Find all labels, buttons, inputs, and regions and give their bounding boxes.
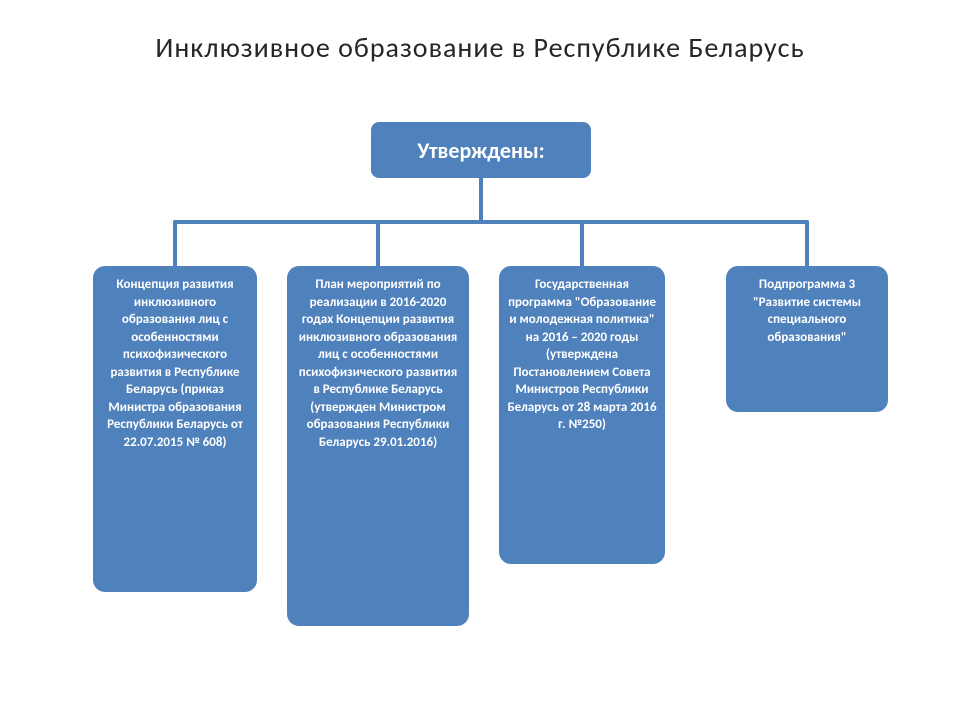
tree-child-label: Государственная программа "Образование и… (507, 276, 657, 434)
tree-child-node: Подпрограмма 3 "Развитие системы специал… (726, 266, 888, 412)
slide-title: Инклюзивное образование в Республике Бел… (0, 30, 960, 65)
tree-child-node: План мероприятий по реализации в 2016-20… (287, 266, 469, 626)
tree-root-node: Утверждены: (371, 122, 591, 178)
tree-child-label: План мероприятий по реализации в 2016-20… (295, 276, 461, 451)
slide: Инклюзивное образование в Республике Бел… (0, 0, 960, 720)
tree-child-label: Концепция развития инклюзивного образова… (101, 276, 249, 451)
tree-child-label: Подпрограмма 3 "Развитие системы специал… (734, 276, 880, 346)
tree-root-label: Утверждены: (417, 137, 544, 164)
tree-child-node: Концепция развития инклюзивного образова… (93, 266, 257, 592)
tree-child-node: Государственная программа "Образование и… (499, 266, 665, 564)
